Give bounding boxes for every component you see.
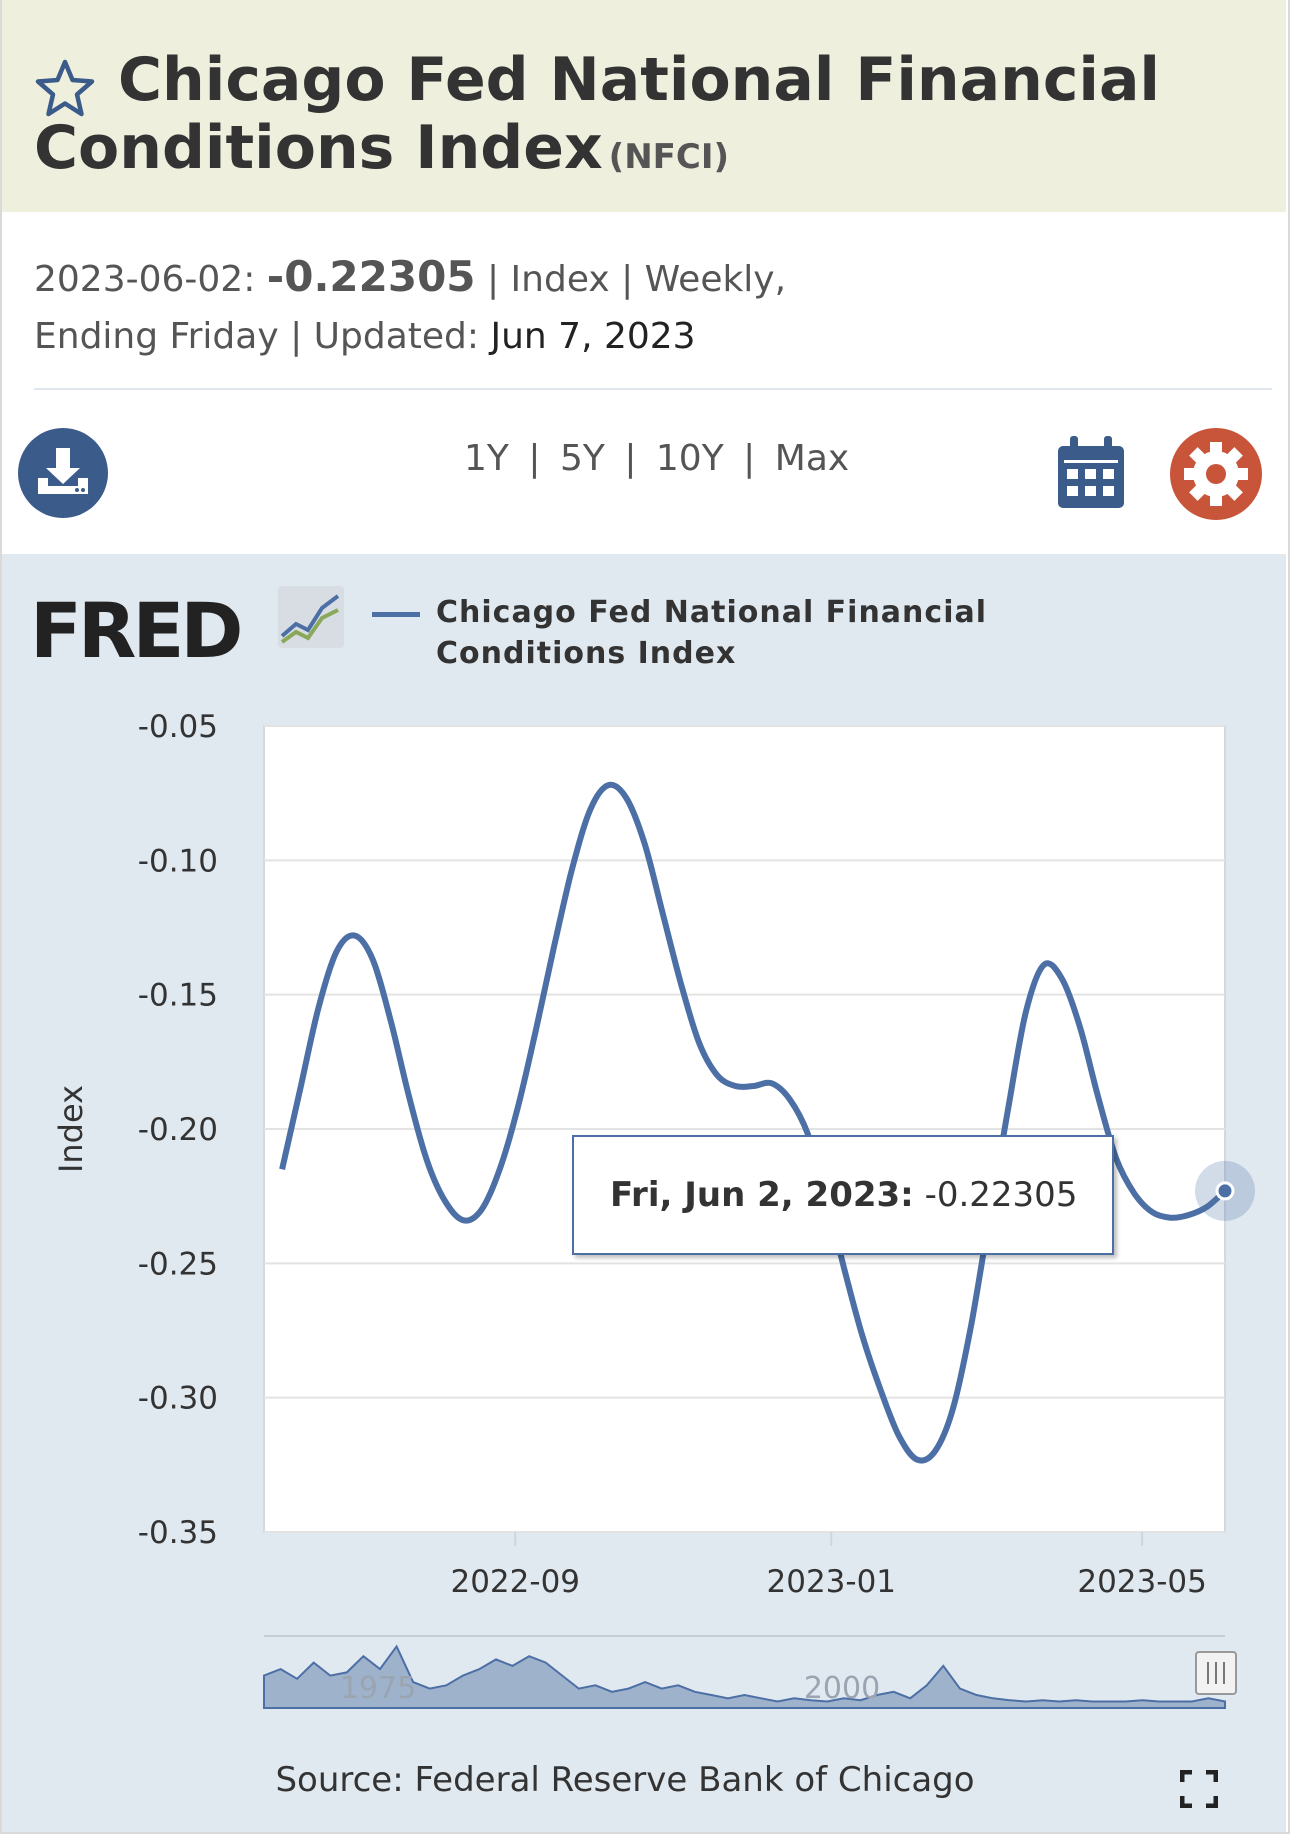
y-tick-label: -0.05 [138,709,218,745]
units-line-1: | Index | Weekly, [486,259,787,300]
gear-icon[interactable] [1170,428,1262,520]
download-button[interactable] [18,428,108,518]
title-bar [2,0,1286,212]
navigator-series [263,1644,1226,1709]
download-icon [38,448,88,494]
x-tick-label: 2022-09 [450,1564,580,1600]
y-axis-label: Index [52,1085,90,1173]
observation-value: -0.22305 [266,252,476,301]
x-tick-label: 2023-01 [767,1564,897,1600]
hover-point [1215,1181,1235,1201]
range-selector: 1Y | 5Y | 10Y | Max [464,438,850,479]
updated-date: Jun 7, 2023 [490,316,696,357]
source-note: Source: Federal Reserve Bank of Chicago [275,1760,975,1800]
legend-swatch [372,612,420,617]
navigator-label: 1975 [340,1671,416,1706]
range-1y[interactable]: 1Y [464,438,509,479]
y-tick-label: -0.15 [138,978,218,1014]
star-icon[interactable] [34,58,96,120]
chart-tooltip: Fri, Jun 2, 2023: -0.22305 [572,1135,1114,1255]
observation-info: 2023-06-02: -0.22305 | Index | Weekly, E… [34,248,1034,365]
y-tick-label: -0.30 [138,1381,218,1417]
y-tick-label: -0.25 [138,1246,218,1282]
fred-logo: FRED [30,586,243,675]
tooltip-date: Fri, Jun 2, 2023: [610,1175,914,1215]
observation-date: 2023-06-02: [34,259,256,300]
y-tick-label: -0.20 [138,1112,218,1148]
page-title: Chicago Fed National Financial Condition… [34,46,1214,191]
y-tick-label: -0.10 [138,843,218,879]
title-line-1: Chicago Fed National Financial [118,45,1161,115]
series-id: (NFCI) [608,137,730,177]
series-line [279,781,1228,1464]
fullscreen-icon[interactable] [1180,1770,1218,1808]
fred-graph-logo-icon [278,586,344,648]
divider [34,388,1272,390]
x-tick-label: 2023-05 [1077,1564,1207,1600]
title-line-2: Conditions Index [34,113,603,183]
range-max[interactable]: Max [774,438,850,479]
range-10y[interactable]: 10Y [655,438,724,479]
range-5y[interactable]: 5Y [559,438,605,479]
legend-label: Chicago Fed National Financial Condition… [436,595,988,671]
tooltip-value: -0.22305 [924,1175,1078,1215]
navigator-label: 2000 [804,1671,880,1706]
y-tick-label: -0.35 [138,1515,218,1551]
units-line-2: Ending Friday | Updated: [34,316,480,357]
calendar-icon[interactable] [1058,436,1124,508]
